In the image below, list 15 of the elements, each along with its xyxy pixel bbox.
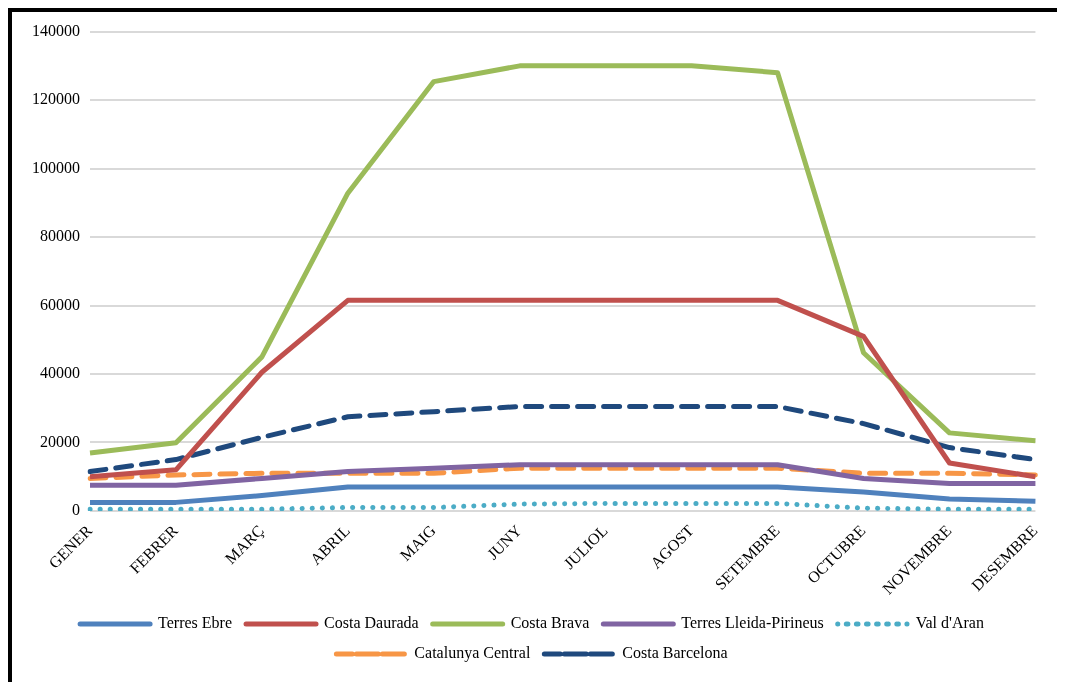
y-tick-label: 20000 bbox=[40, 432, 80, 450]
legend-label: Costa Brava bbox=[510, 614, 590, 632]
legend-label: Costa Barcelona bbox=[622, 644, 728, 662]
legend-label: Val d'Aran bbox=[915, 614, 984, 632]
legend-label: Terres Lleida-Pirineus bbox=[681, 614, 824, 632]
legend-label: Costa Daurada bbox=[324, 614, 419, 632]
legend-label: Catalunya Central bbox=[414, 644, 531, 663]
y-tick-label: 0 bbox=[72, 501, 80, 519]
legend-label: Terres Ebre bbox=[158, 614, 233, 632]
y-tick-label: 140000 bbox=[32, 21, 80, 39]
y-tick-label: 60000 bbox=[40, 295, 80, 313]
y-tick-label: 40000 bbox=[40, 364, 80, 382]
y-tick-label: 80000 bbox=[40, 227, 80, 245]
y-tick-label: 120000 bbox=[32, 90, 80, 108]
y-tick-label: 100000 bbox=[32, 158, 80, 176]
